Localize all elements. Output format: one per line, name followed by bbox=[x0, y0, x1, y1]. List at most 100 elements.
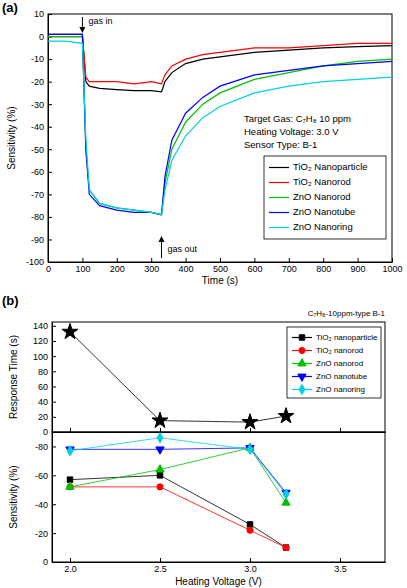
annotation: Heating Voltage: 3.0 V bbox=[244, 126, 339, 137]
marker bbox=[62, 323, 78, 338]
y-axis-title: Sensitivity (%) bbox=[6, 106, 17, 169]
series-line bbox=[48, 37, 392, 84]
series-line bbox=[70, 448, 286, 493]
x-tick: 2.0 bbox=[64, 558, 77, 574]
y-tick-label: -20 bbox=[35, 528, 48, 538]
y-tick: 80 bbox=[38, 367, 56, 377]
x-tick: 400 bbox=[179, 258, 194, 274]
y-tick: -60 bbox=[35, 471, 56, 481]
x-tick bbox=[250, 428, 251, 432]
marker bbox=[152, 412, 168, 427]
marker bbox=[157, 473, 162, 478]
y-tick-label: -40 bbox=[35, 500, 48, 510]
x-axis-title: Time (s) bbox=[202, 275, 238, 286]
x-tick-label: 2.5 bbox=[154, 564, 167, 574]
y-tick: 60 bbox=[38, 382, 56, 392]
x-tick-label: 700 bbox=[282, 264, 297, 274]
y-tick: 100 bbox=[33, 352, 56, 362]
marker bbox=[278, 408, 294, 423]
chart: 0 100 200 300 400 500 600 700 800 900 1000 -10 0 -90 -… bbox=[2, 0, 403, 286]
chart: 2.02.53.03.50-20-40-60-80Heating Voltage… bbox=[8, 432, 386, 587]
legend-label: TiO₂ Nanorod bbox=[293, 176, 351, 187]
chart: 020406080100120140Response Time (s)(b)C₇… bbox=[2, 293, 386, 437]
y-tick-label: 100 bbox=[33, 352, 48, 362]
x-tick-label: 200 bbox=[110, 264, 125, 274]
x-tick: 200 bbox=[110, 258, 125, 274]
legend-box bbox=[287, 327, 381, 398]
y-tick: 140 bbox=[33, 321, 56, 331]
x-tick-mark bbox=[70, 428, 71, 432]
y-tick-label: -50 bbox=[31, 145, 44, 155]
y-tick: 0 bbox=[43, 557, 56, 567]
marker bbox=[247, 522, 252, 527]
x-tick-mark bbox=[160, 428, 161, 432]
x-axis-title: Heating Voltage (V) bbox=[175, 576, 262, 587]
y-tick-mark bbox=[52, 341, 56, 342]
y-tick-label: -90 bbox=[31, 235, 44, 245]
y-tick-mark bbox=[48, 149, 52, 150]
y-tick-mark bbox=[52, 371, 56, 372]
x-tick-mark bbox=[323, 258, 324, 262]
legend-label: TiO₂ nanorod bbox=[316, 346, 363, 355]
series-line bbox=[70, 332, 286, 422]
marker bbox=[66, 482, 74, 489]
x-tick-mark bbox=[160, 558, 161, 562]
annotation: Target Gas: C₇H₈ 10 ppm bbox=[244, 113, 351, 124]
y-tick-mark bbox=[48, 104, 52, 105]
y-tick: -70 bbox=[31, 190, 52, 200]
marker bbox=[283, 544, 289, 550]
x-tick bbox=[160, 428, 161, 432]
legend-swatch bbox=[269, 182, 289, 183]
series-line bbox=[70, 487, 286, 548]
x-tick: 500 bbox=[213, 258, 228, 274]
x-tick-mark bbox=[186, 258, 187, 262]
plot-frame bbox=[52, 322, 385, 432]
x-tick: 100 bbox=[75, 258, 90, 274]
x-tick-label: 800 bbox=[316, 264, 331, 274]
x-tick: 600 bbox=[247, 258, 262, 274]
y-tick: -40 bbox=[35, 500, 56, 510]
y-tick-label: -80 bbox=[31, 212, 44, 222]
y-tick-mark bbox=[48, 194, 52, 195]
x-tick-label: 500 bbox=[213, 264, 228, 274]
y-tick: -80 bbox=[31, 212, 52, 222]
y-tick-label: -80 bbox=[35, 442, 48, 452]
y-tick: 20 bbox=[38, 412, 56, 422]
legend-label: ZnO nanotube bbox=[316, 372, 368, 381]
x-tick: 2.5 bbox=[154, 558, 167, 574]
x-tick-mark bbox=[358, 258, 359, 262]
y-tick-label: 0 bbox=[39, 32, 44, 42]
legend-label: TiO₂ nanoparticle bbox=[316, 333, 378, 342]
plot-frame bbox=[52, 432, 385, 562]
y-tick-mark bbox=[48, 262, 52, 263]
y-tick-mark bbox=[48, 217, 52, 218]
legend-swatch bbox=[269, 197, 289, 198]
panel-label: (a) bbox=[2, 0, 18, 15]
legend-label: ZnO Nanoring bbox=[293, 221, 353, 232]
y-tick-mark bbox=[48, 239, 52, 240]
x-tick-mark bbox=[70, 558, 71, 562]
x-tick-mark bbox=[82, 258, 83, 262]
y-tick: 10 bbox=[34, 9, 52, 19]
x-tick-mark bbox=[392, 258, 393, 262]
y-tick-label: 40 bbox=[38, 397, 48, 407]
x-tick: 700 bbox=[282, 258, 297, 274]
series-line bbox=[70, 438, 286, 494]
y-tick-label: 0 bbox=[43, 427, 48, 437]
x-tick-label: 0 bbox=[46, 264, 51, 274]
x-tick: 300 bbox=[144, 258, 159, 274]
y-tick-mark bbox=[48, 14, 52, 15]
series-line bbox=[70, 475, 286, 547]
y-tick: -80 bbox=[35, 442, 56, 452]
marks bbox=[66, 433, 290, 551]
x-tick-label: 1000 bbox=[382, 264, 402, 274]
y-tick-label: -10 bbox=[31, 54, 44, 64]
y-axis: -100-90-80-70-60-50-40-30-20-10010 bbox=[26, 9, 52, 267]
y-tick: -30 bbox=[31, 100, 52, 110]
y-tick-mark bbox=[48, 127, 52, 128]
x-tick: 900 bbox=[351, 258, 366, 274]
y-axis-line bbox=[48, 15, 49, 263]
panel-label: (b) bbox=[2, 293, 19, 308]
legend-label: ZnO nanorod bbox=[316, 359, 363, 368]
x-tick: 3.5 bbox=[334, 558, 347, 574]
